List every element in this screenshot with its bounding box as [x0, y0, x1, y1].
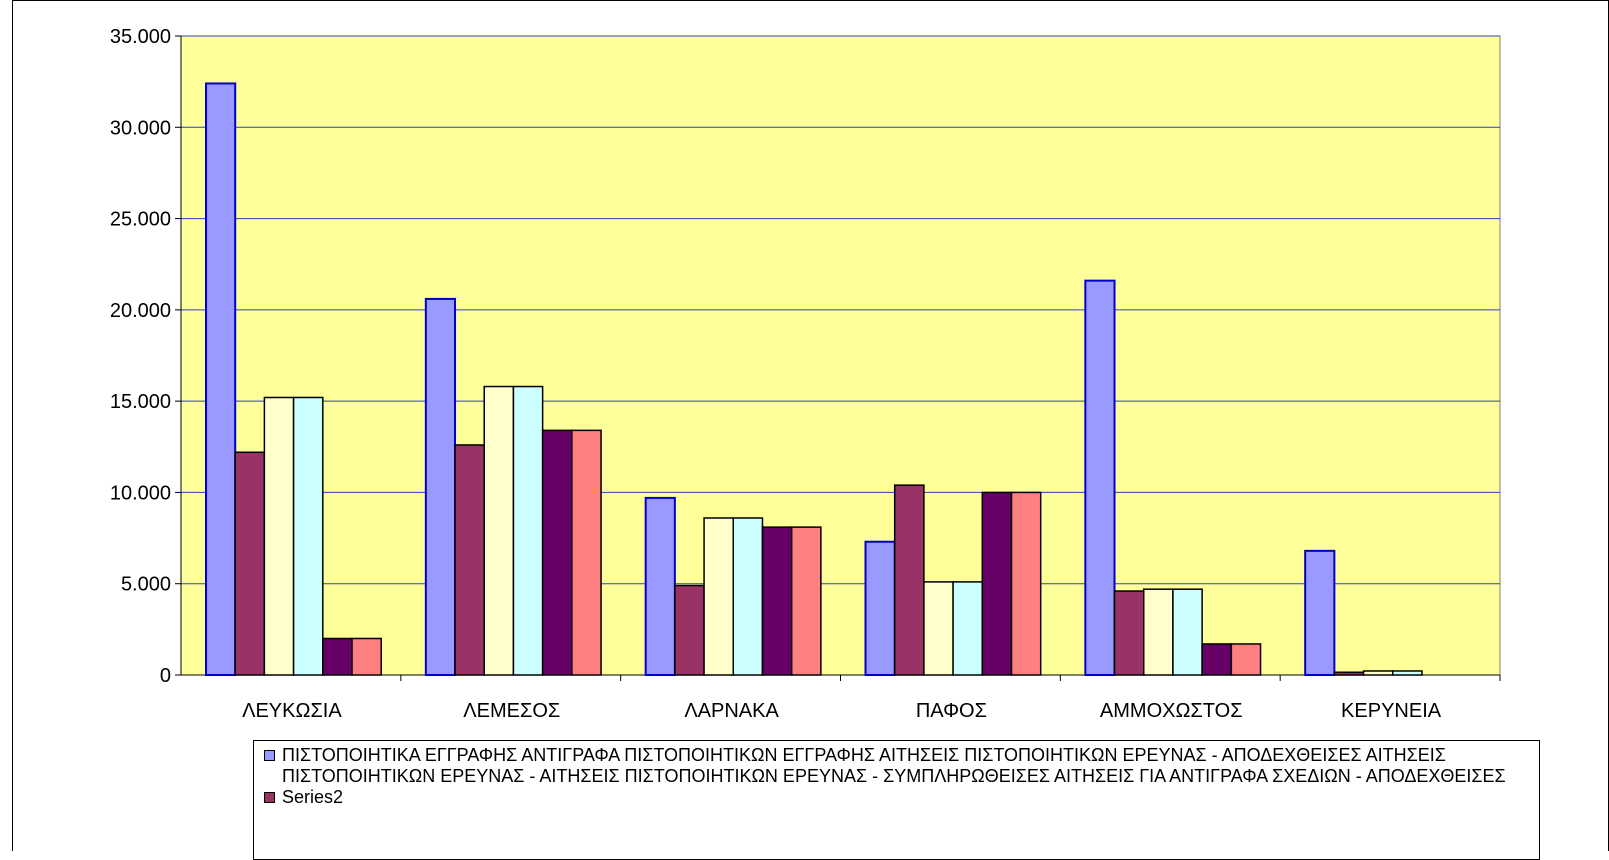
bar: [205, 82, 237, 677]
bar: [703, 517, 735, 676]
x-tick-label: ΛΕΜΕΣΟΣ: [463, 700, 560, 722]
bar: [952, 581, 984, 676]
x-tick-label: ΛΑΡΝΑΚΑ: [684, 700, 779, 722]
bar: [351, 637, 382, 676]
plot-area: 0 5.000 10.000 15.000 20.000 25.000 30.000 35.0…: [110, 26, 1501, 722]
bar: [981, 491, 1013, 676]
bar: [322, 637, 353, 676]
legend-swatch-series-2: [264, 792, 275, 803]
legend-entry-series-1: ΠΙΣΤΟΠΟΙΗΤΙΚΑ ΕΓΓΡΑΦΗΣ ΑΝΤΙΓΡΑΦΑ ΠΙΣΤΟΠΟ…: [260, 745, 1533, 787]
y-tick-label: 30.000: [110, 117, 171, 139]
bar: [483, 385, 515, 676]
bar: [1362, 670, 1394, 676]
bar: [674, 584, 705, 676]
bar: [1392, 670, 1423, 676]
bar: [454, 444, 485, 676]
legend: ΠΙΣΤΟΠΟΙΗΤΙΚΑ ΕΓΓΡΑΦΗΣ ΑΝΤΙΓΡΑΦΑ ΠΙΣΤΟΠΟ…: [253, 740, 1540, 860]
y-tick-label: 10.000: [110, 482, 171, 504]
bar: [234, 451, 266, 676]
legend-label-series-1: ΠΙΣΤΟΠΟΙΗΤΙΚΑ ΕΓΓΡΑΦΗΣ ΑΝΤΙΓΡΑΦΑ ΠΙΣΤΟΠΟ…: [282, 745, 1506, 786]
bar: [1304, 549, 1336, 677]
bar: [292, 396, 324, 676]
bar: [541, 429, 573, 676]
y-tick-label: 15.000: [110, 391, 171, 413]
bar: [512, 385, 544, 676]
bar: [424, 297, 457, 676]
bar: [1113, 590, 1145, 676]
bar: [1230, 643, 1262, 676]
y-tick-label: 20.000: [110, 300, 171, 322]
x-tick-label: ΛΕΥΚΩΣΙΑ: [242, 700, 342, 722]
bar: [732, 517, 764, 676]
bar: [864, 540, 896, 676]
bar: [1084, 279, 1116, 676]
bar: [263, 396, 295, 676]
y-tick-label: 5.000: [121, 574, 171, 596]
bar: [893, 484, 925, 676]
x-tick-label: ΚΕΡΥΝΕΙΑ: [1341, 700, 1442, 722]
bar: [790, 526, 822, 676]
x-tick-label: ΠΑΦΟΣ: [916, 700, 987, 722]
y-tick-label: 35.000: [110, 26, 171, 48]
x-tick-label: ΑΜΜΟΧΩΣΤΟΣ: [1100, 700, 1243, 722]
bar: [644, 496, 676, 676]
bar: [1010, 491, 1042, 676]
bar: [571, 429, 602, 676]
bar: [1172, 588, 1203, 676]
bar: [1142, 588, 1174, 676]
bar: [1333, 671, 1365, 676]
bar: [1201, 643, 1233, 676]
y-tick-label: 0: [160, 665, 171, 687]
legend-entry-series-2: Series2: [260, 787, 1533, 808]
bar: [761, 526, 793, 676]
plot-background: [180, 35, 1501, 676]
legend-swatch-series-1: [264, 750, 275, 761]
y-tick-label: 25.000: [110, 209, 171, 231]
bar: [923, 581, 954, 676]
legend-label-series-2: Series2: [282, 787, 344, 807]
